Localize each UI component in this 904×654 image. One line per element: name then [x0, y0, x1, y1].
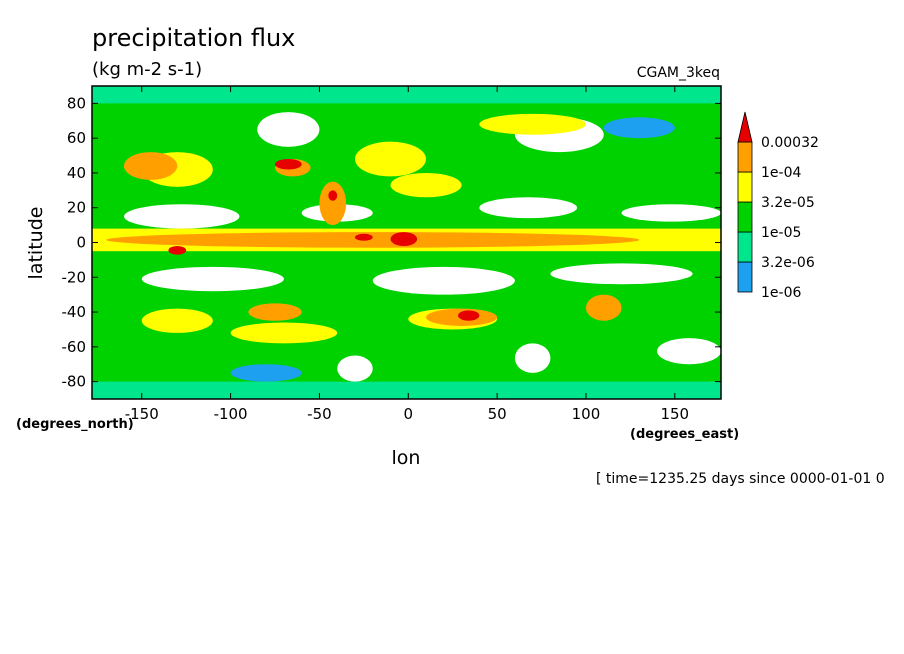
colorbar-swatch [737, 201, 753, 233]
contour-region [514, 343, 551, 373]
contour-region [479, 197, 578, 219]
x-tick-label: 100 [572, 405, 601, 423]
x-tick-label: -100 [214, 405, 248, 423]
contour-region [319, 181, 347, 226]
contour-region [328, 190, 338, 201]
contour-region [275, 159, 302, 170]
time-label: [ time=1235.25 days since 0000-01-01 0 [596, 471, 885, 487]
y-tick-label: 20 [67, 199, 86, 217]
colorbar-label: 0.00032 [761, 135, 819, 151]
y-tick-label: 40 [67, 164, 86, 182]
colorbar-swatch [737, 261, 753, 293]
contour-region [230, 322, 338, 344]
y-axis-label: latitude [25, 207, 47, 280]
colorbar-label: 1e-06 [761, 285, 801, 301]
y-unit-label: (degrees_north) [16, 417, 134, 432]
x-unit-label: (degrees_east) [630, 427, 739, 442]
contour-region [390, 172, 462, 198]
x-tick-label: -50 [307, 405, 332, 423]
contour-region [603, 117, 675, 139]
contour-region [354, 233, 373, 241]
y-axis-ticks: 80 60 40 20 0 -20 -40 -60 -80 [62, 94, 721, 391]
x-tick-label: -150 [125, 405, 159, 423]
contour-region [141, 308, 213, 333]
x-tick-label: 150 [660, 405, 689, 423]
contour-region [248, 303, 302, 321]
colorbar-label: 3.2e-06 [761, 255, 815, 271]
y-tick-label: -20 [62, 268, 87, 286]
contour-region [168, 245, 187, 255]
contour-region [141, 266, 284, 292]
colorbar-swatch [737, 171, 753, 203]
contour-region [123, 204, 240, 229]
y-tick-label: 0 [76, 234, 86, 252]
colorbar-swatch [737, 141, 753, 173]
y-tick-label: 80 [67, 94, 86, 112]
contour-region [92, 86, 721, 104]
colorbar-label: 3.2e-05 [761, 195, 815, 211]
contour-region [106, 232, 640, 248]
y-tick-label: -60 [62, 338, 87, 356]
contour-region [458, 310, 480, 321]
contour-region [657, 338, 721, 365]
y-tick-label: -40 [62, 303, 87, 321]
contour-region [621, 204, 721, 222]
contour-field [92, 86, 721, 399]
contour-region [390, 232, 418, 246]
x-axis-label: lon [392, 447, 421, 469]
contour-region [585, 294, 622, 321]
colorbar-swatch [737, 231, 753, 263]
x-tick-label: 0 [404, 405, 414, 423]
contour-region [372, 266, 515, 295]
run-label: CGAM_3keq [637, 65, 720, 81]
contour-region [230, 364, 302, 382]
contour-region [550, 263, 693, 285]
contour-region [92, 381, 721, 399]
y-tick-label: 60 [67, 129, 86, 147]
colorbar-label: 1e-04 [761, 165, 801, 181]
chart-subtitle: (kg m-2 s-1) [92, 59, 202, 80]
contour-region [354, 141, 427, 177]
chart-title: precipitation flux [92, 24, 295, 52]
colorbar-label: 1e-05 [761, 225, 801, 241]
x-tick-label: 50 [488, 405, 507, 423]
x-axis-ticks: -150 -100 -50 0 50 100 150 [125, 86, 689, 423]
contour-region [479, 113, 586, 135]
contour-region [337, 355, 373, 382]
contour-region [257, 112, 320, 147]
y-tick-label: -80 [62, 373, 87, 391]
colorbar: 0.00032 1e-04 3.2e-05 1e-05 3.2e-06 1e-06 [737, 111, 819, 301]
contour-region [123, 152, 178, 180]
colorbar-overflow-triangle [737, 111, 753, 143]
